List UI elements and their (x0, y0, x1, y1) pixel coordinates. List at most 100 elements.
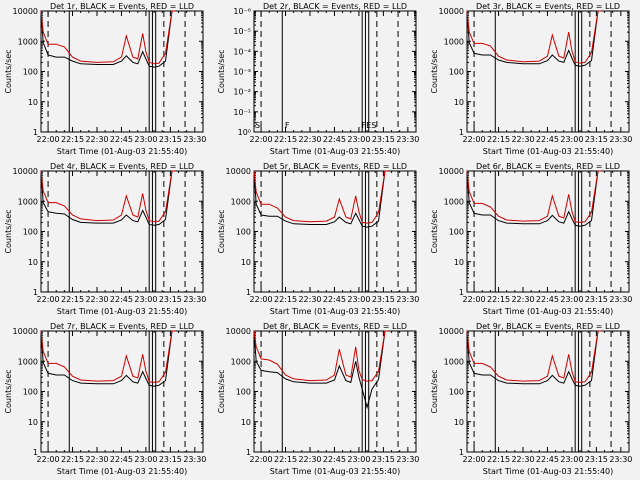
events-series-line (253, 170, 389, 228)
events-series-line (466, 10, 602, 67)
y-tick-label: 1 (459, 128, 464, 137)
x-tick-label: 22:15 (61, 455, 84, 464)
y-tick-label: 10000 (226, 327, 251, 336)
panel-det-4: Det 4r, BLACK = Events, RED = LLD Start T… (4, 162, 206, 316)
x-tick-label: 23:00 (560, 295, 583, 304)
y-tick-label: 10⁻⁴ (233, 47, 251, 56)
lld-series-line (466, 10, 602, 64)
x-tick-label: 22:00 (250, 295, 273, 304)
y-axis-label: Counts/sec (4, 369, 13, 413)
x-tick-label: 22:15 (274, 455, 297, 464)
plot-frame (466, 330, 630, 453)
x-tick-label: 23:30 (396, 455, 419, 464)
x-tick-label: 23:30 (183, 455, 206, 464)
x-tick-label: 23:15 (585, 295, 608, 304)
x-tick-label: 22:30 (298, 295, 321, 304)
y-tick-label: 1 (33, 448, 38, 457)
y-tick-label: 10 (241, 418, 251, 427)
lld-series-line (466, 170, 602, 223)
x-tick-label: 23:30 (609, 135, 632, 144)
x-tick-label: 22:30 (298, 455, 321, 464)
y-tick-label: 10 (454, 258, 464, 267)
plot-frame (253, 330, 417, 453)
y-axis-label: Counts/sec (4, 49, 13, 93)
y-tick-label: 1000 (231, 357, 251, 366)
x-tick-label: 22:45 (323, 135, 346, 144)
x-tick-label: 22:30 (511, 295, 534, 304)
x-tick-label: 22:00 (463, 455, 486, 464)
x-tick-label: 22:45 (110, 295, 133, 304)
x-tick-label: 22:00 (37, 135, 60, 144)
panel-title: Det 1r, BLACK = Events, RED = LLD (50, 2, 194, 11)
events-series-line (253, 330, 389, 410)
x-tick-label: 22:15 (487, 455, 510, 464)
x-tick-label: 23:30 (396, 295, 419, 304)
y-tick-label: 10000 (226, 167, 251, 176)
y-tick-label: 10000 (439, 327, 464, 336)
y-tick-label: 100 (23, 228, 38, 237)
x-tick-label: 23:30 (609, 295, 632, 304)
lld-series-line (253, 170, 389, 224)
x-tick-label: 23:15 (159, 295, 182, 304)
panel-det-5: Det 5r, BLACK = Events, RED = LLD Start T… (217, 162, 419, 316)
y-tick-label: 1000 (444, 197, 464, 206)
plot-frame (40, 10, 204, 133)
x-tick-label: 22:30 (85, 295, 108, 304)
y-tick-label: 10 (454, 418, 464, 427)
y-tick-label: 1 (246, 448, 251, 457)
x-axis-label: Start Time (01-Aug-03 21:55:40) (270, 307, 401, 316)
y-tick-label: 1 (33, 288, 38, 297)
y-tick-label: 1000 (444, 37, 464, 46)
x-tick-label: 23:30 (183, 295, 206, 304)
y-tick-label: 10000 (13, 327, 38, 336)
x-axis-label: Start Time (01-Aug-03 21:55:40) (270, 147, 401, 156)
panel-title: Det 4r, BLACK = Events, RED = LLD (50, 162, 194, 171)
panel-title: Det 9r, BLACK = Events, RED = LLD (476, 322, 620, 331)
y-tick-label: 10⁻⁵ (233, 27, 251, 36)
panel-det-7: Det 7r, BLACK = Events, RED = LLD Start T… (4, 322, 206, 476)
y-tick-label: 1000 (18, 357, 38, 366)
panel-det-2: Det 2r, BLACK = Events, RED = LLD Start T… (217, 2, 419, 156)
y-tick-label: 10⁻¹ (233, 108, 251, 117)
x-tick-label: 22:45 (536, 295, 559, 304)
x-tick-label: 22:15 (274, 135, 297, 144)
x-tick-label: 22:15 (274, 295, 297, 304)
y-tick-label: 10⁻³ (233, 68, 251, 77)
y-tick-label: 100 (449, 388, 464, 397)
events-series-line (466, 330, 602, 387)
plot-frame (466, 170, 630, 293)
x-tick-label: 22:00 (463, 135, 486, 144)
x-tick-label: 23:30 (609, 455, 632, 464)
y-tick-label: 100 (449, 68, 464, 77)
plot-frame (466, 10, 630, 133)
x-tick-label: 22:30 (85, 135, 108, 144)
lld-series-line (40, 10, 176, 65)
event-letter: F (285, 121, 290, 130)
lld-series-line (466, 330, 602, 383)
y-tick-label: 10⁻² (233, 88, 251, 97)
lld-series-line (40, 170, 176, 223)
y-axis-label: Counts/sec (4, 209, 13, 253)
y-tick-label: 10 (241, 258, 251, 267)
panel-det-6: Det 6r, BLACK = Events, RED = LLD Start T… (430, 162, 632, 316)
x-tick-label: 22:45 (323, 295, 346, 304)
y-tick-label: 1000 (18, 37, 38, 46)
panel-title: Det 5r, BLACK = Events, RED = LLD (263, 162, 407, 171)
x-tick-label: 22:00 (463, 295, 486, 304)
x-tick-label: 23:15 (585, 135, 608, 144)
x-tick-label: 22:15 (61, 295, 84, 304)
x-tick-label: 22:15 (61, 135, 84, 144)
y-axis-label: Counts/sec (217, 369, 226, 413)
y-tick-label: 1000 (444, 357, 464, 366)
x-tick-label: 22:15 (487, 295, 510, 304)
y-tick-label: 100 (23, 388, 38, 397)
x-tick-label: 22:00 (37, 455, 60, 464)
y-tick-label: 10000 (439, 7, 464, 16)
x-tick-label: 23:00 (134, 135, 157, 144)
x-tick-label: 22:00 (250, 135, 273, 144)
y-tick-label: 10 (28, 98, 38, 107)
events-series-line (40, 10, 176, 68)
x-tick-label: 23:00 (347, 455, 370, 464)
y-tick-label: 10000 (13, 7, 38, 16)
